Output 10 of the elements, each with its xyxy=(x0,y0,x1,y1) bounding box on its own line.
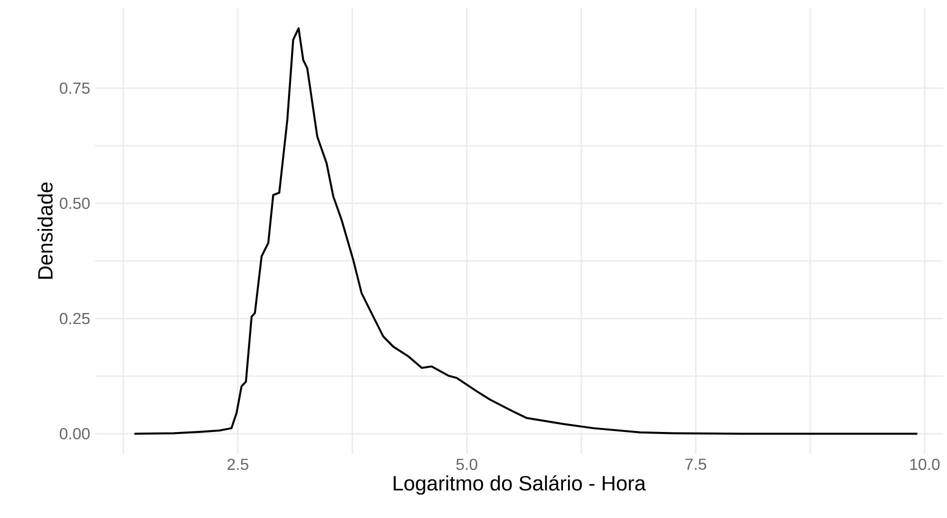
x-tick-label: 7.5 xyxy=(685,458,706,470)
x-axis-title: Logaritmo do Salário - Hora xyxy=(394,475,646,495)
y-tick-label: 0.50 xyxy=(60,198,90,209)
y-tick-label: 0.00 xyxy=(60,428,90,440)
x-tick-label: 10.0 xyxy=(910,458,940,470)
y-tick-label: 0.75 xyxy=(60,82,90,94)
y-axis-title: Densidade xyxy=(38,182,53,279)
y-tick-label: 0.25 xyxy=(60,312,90,324)
x-tick-label: 2.5 xyxy=(228,458,248,470)
x-tick-label: 5.0 xyxy=(456,458,478,470)
